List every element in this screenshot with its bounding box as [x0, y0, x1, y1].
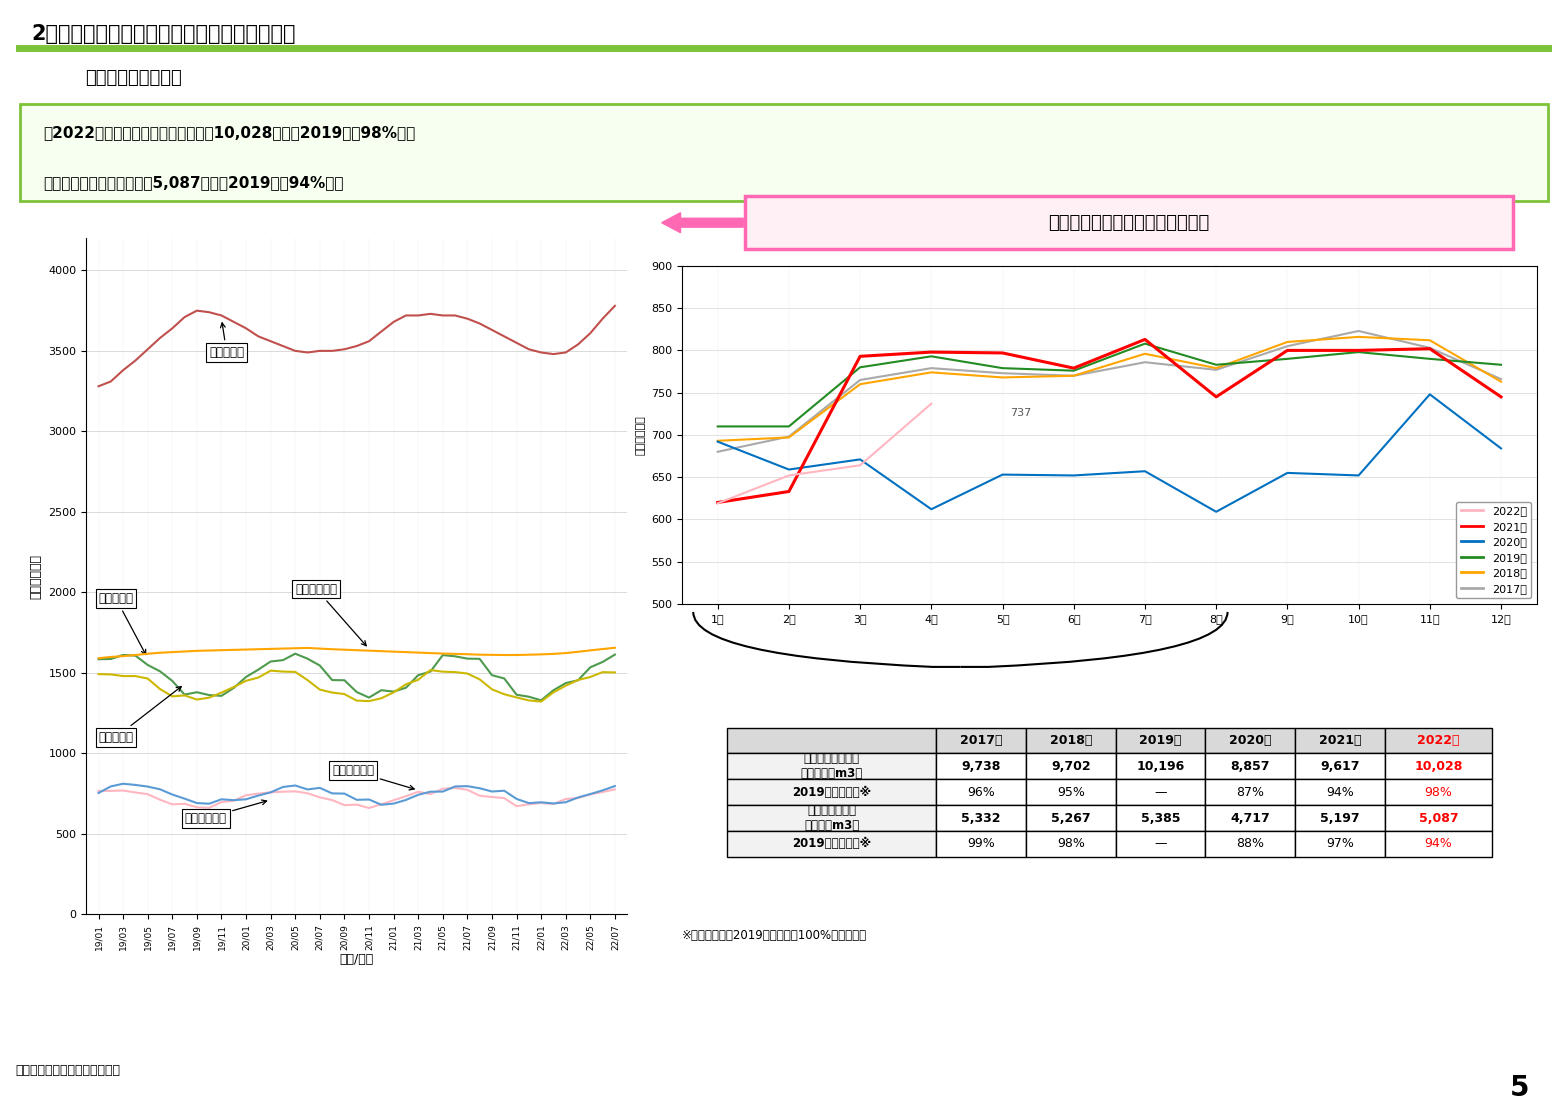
- FancyBboxPatch shape: [745, 196, 1513, 249]
- Text: 原木消費量: 原木消費量: [99, 687, 182, 743]
- Legend: 2022年, 2021年, 2020年, 2019年, 2018年, 2017年: 2022年, 2021年, 2020年, 2019年, 2018年, 2017年: [1457, 502, 1530, 598]
- Text: ※コロナ禍前の2019年の数値を100%とした比較: ※コロナ禍前の2019年の数値を100%とした比較: [682, 929, 867, 942]
- Text: 製材品出荷量の月別推移（全国）: 製材品出荷量の月別推移（全国）: [1049, 214, 1209, 232]
- Text: 製材品在庫量: 製材品在庫量: [295, 583, 367, 646]
- Text: 資料：農林水産省「製材統計」: 資料：農林水産省「製材統計」: [16, 1064, 121, 1077]
- Text: 原木在庫量: 原木在庫量: [209, 322, 245, 359]
- FancyBboxPatch shape: [20, 104, 1548, 201]
- Text: 5: 5: [1510, 1075, 1529, 1102]
- Text: 原木入荷量: 原木入荷量: [99, 592, 146, 655]
- X-axis label: （年/月）: （年/月）: [340, 953, 373, 965]
- Text: 2　工場の原木等の入荷、製品の生産等の動向: 2 工場の原木等の入荷、製品の生産等の動向: [31, 23, 295, 43]
- Text: 製材品生産量: 製材品生産量: [185, 800, 267, 824]
- Y-axis label: 数量（千㎥）: 数量（千㎥）: [635, 416, 646, 454]
- Text: ・同様に製材品の出荷量は5,087千㎥（2019年比94%）。: ・同様に製材品の出荷量は5,087千㎥（2019年比94%）。: [44, 175, 343, 191]
- Text: 製材品出荷量: 製材品出荷量: [332, 765, 414, 790]
- Text: ・2022年１～７月の原木の入荷量は10,028千㎥（2019年比98%）。: ・2022年１～７月の原木の入荷量は10,028千㎥（2019年比98%）。: [44, 125, 416, 140]
- Text: （１）製材（全国）: （１）製材（全国）: [85, 69, 182, 88]
- Y-axis label: 数量（千㎥）: 数量（千㎥）: [30, 554, 42, 598]
- Text: 737: 737: [1010, 409, 1030, 419]
